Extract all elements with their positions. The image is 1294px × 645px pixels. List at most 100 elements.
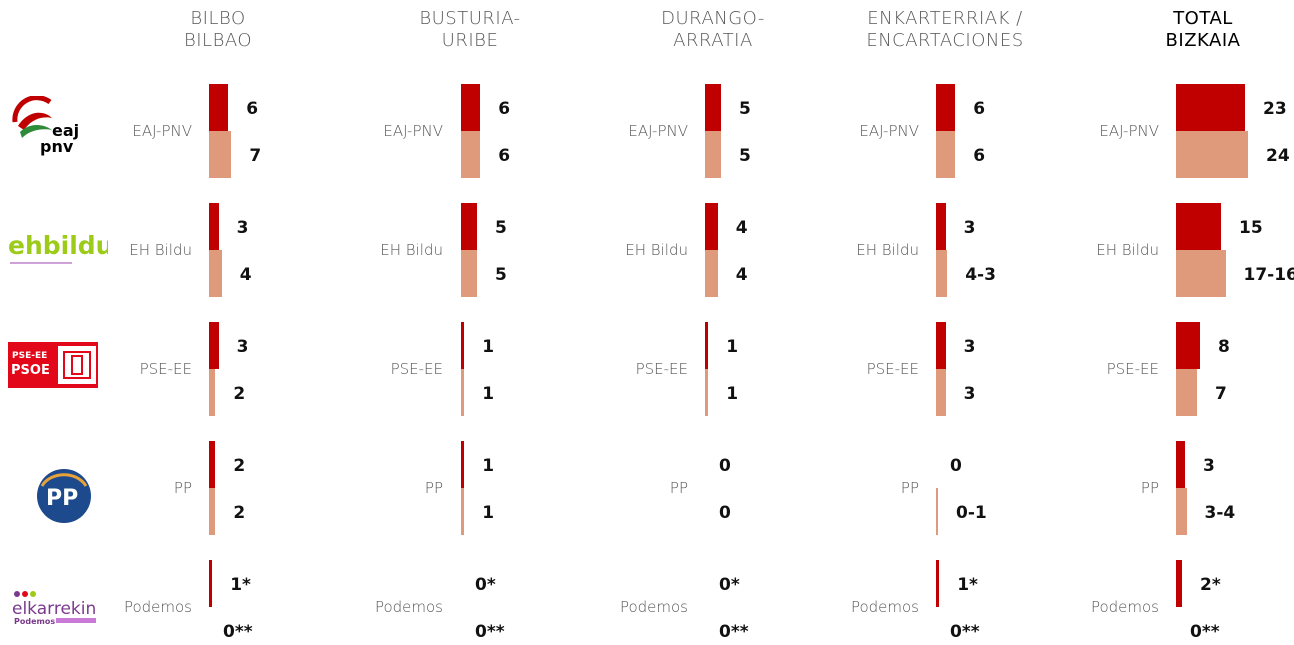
bar-forecast-top <box>705 84 721 131</box>
bar-forecast-bottom <box>1176 369 1197 416</box>
party-label: PP <box>900 479 919 497</box>
value-label-top: 23 <box>1263 99 1287 119</box>
bar-forecast-top <box>936 84 956 131</box>
bar-forecast-top <box>936 322 946 369</box>
pp-logo: PP <box>36 468 92 524</box>
bar-forecast-top <box>209 441 216 488</box>
value-label-bottom: 0** <box>475 622 505 642</box>
bar-forecast-bottom <box>209 131 232 178</box>
value-label-top: 2* <box>1200 575 1221 595</box>
party-label: PP <box>424 479 443 497</box>
value-label-top: 1 <box>726 337 739 357</box>
svg-text:PP: PP <box>46 486 78 511</box>
value-label-bottom: 0 <box>719 503 731 523</box>
bar-forecast-bottom <box>936 250 948 297</box>
svg-text:eaj: eaj <box>52 121 79 140</box>
value-label-top: 6 <box>973 99 986 119</box>
eaj-pnv-logo: eaj pnv <box>10 95 90 158</box>
value-label-top: 15 <box>1239 218 1263 238</box>
party-label: PSE-EE <box>635 360 688 378</box>
bar-forecast-top <box>1176 441 1185 488</box>
value-label-top: 3 <box>236 218 249 238</box>
value-label-bottom: 6 <box>973 146 986 166</box>
svg-text:PSE-EE: PSE-EE <box>12 351 47 361</box>
value-label-top: 1 <box>482 456 495 476</box>
bar-forecast-top <box>461 84 481 131</box>
bar-forecast-top <box>461 322 465 369</box>
value-label-bottom: 17-16 <box>1243 265 1294 285</box>
bar-forecast-top <box>1176 560 1182 607</box>
value-label-top: 0 <box>719 456 731 476</box>
bar-forecast-bottom <box>461 250 477 297</box>
bar-forecast-bottom <box>461 369 465 416</box>
value-label-bottom: 6 <box>498 146 511 166</box>
value-label-bottom: 7 <box>249 146 262 166</box>
value-label-top: 1* <box>230 575 251 595</box>
region-header: ENKARTERRIAK / ENCARTACIONES <box>845 8 1045 52</box>
bar-forecast-top <box>209 322 219 369</box>
value-label-top: 8 <box>1218 337 1230 357</box>
value-label-bottom: 3 <box>963 384 976 404</box>
value-label-bottom: 1 <box>482 384 495 404</box>
bar-forecast-top <box>705 322 709 369</box>
value-label-bottom: 3-4 <box>1204 503 1236 523</box>
value-label-top: 3 <box>963 337 976 357</box>
party-label: PSE-EE <box>1106 360 1159 378</box>
bar-forecast-top <box>461 203 477 250</box>
value-label-top: 5 <box>495 218 507 238</box>
svg-text:pnv: pnv <box>40 137 74 156</box>
bar-forecast-top <box>461 441 465 488</box>
party-label: EH Bildu <box>625 241 688 259</box>
bar-forecast-bottom <box>461 488 465 535</box>
bar-forecast-bottom <box>705 250 718 297</box>
party-label: Podemos <box>850 598 919 616</box>
region-header-line: BIZKAIA <box>1165 30 1241 51</box>
value-label-bottom: 4 <box>735 265 748 285</box>
value-label-top: 5 <box>739 99 751 119</box>
party-label: EAJ-PNV <box>859 122 919 140</box>
bar-forecast-bottom <box>1176 488 1187 535</box>
value-label-bottom: 4 <box>239 265 252 285</box>
bar-forecast-bottom <box>461 131 481 178</box>
value-label-bottom: 5 <box>739 146 751 166</box>
value-label-bottom: 2 <box>233 503 246 523</box>
bar-forecast-top <box>209 84 229 131</box>
bar-forecast-top <box>705 203 718 250</box>
party-label: EAJ-PNV <box>383 122 443 140</box>
bar-forecast-bottom <box>209 250 222 297</box>
party-label: EAJ-PNV <box>1099 122 1159 140</box>
value-label-bottom: 0** <box>719 622 749 642</box>
value-label-top: 0* <box>719 575 740 595</box>
bar-forecast-bottom <box>936 131 956 178</box>
region-header-line: URIBE <box>441 30 499 51</box>
ehbildu-logo: ehbildu <box>8 226 113 270</box>
party-label: EH Bildu <box>856 241 919 259</box>
value-label-top: 1* <box>957 575 978 595</box>
value-label-bottom: 4-3 <box>965 265 996 285</box>
region-header: TOTAL BIZKAIA <box>1103 8 1294 52</box>
party-label: PSE-EE <box>139 360 192 378</box>
bar-forecast-top <box>209 560 213 607</box>
party-label: EH Bildu <box>1096 241 1159 259</box>
value-label-top: 4 <box>735 218 748 238</box>
bar-forecast-bottom <box>936 369 946 416</box>
bar-forecast-bottom <box>1176 250 1226 297</box>
bar-forecast-bottom <box>209 488 216 535</box>
svg-text:Podemos: Podemos <box>14 617 55 626</box>
value-label-bottom: 2 <box>233 384 246 404</box>
party-label: EAJ-PNV <box>628 122 688 140</box>
value-label-top: 2 <box>233 456 246 476</box>
bar-forecast-top <box>209 203 219 250</box>
value-label-bottom: 0** <box>950 622 980 642</box>
bar-forecast-bottom <box>1176 131 1248 178</box>
region-header: BUSTURIA- URIBE <box>370 8 570 52</box>
bar-forecast-bottom <box>705 369 709 416</box>
region-header-line: BILBAO <box>183 30 253 51</box>
region-header-line: DURANGO- <box>661 8 765 29</box>
pse-psoe-logo: PSE-EE PSOE <box>8 342 98 388</box>
bar-forecast-top <box>936 203 946 250</box>
region-header-line: BUSTURIA- <box>419 8 521 29</box>
party-label: PP <box>669 479 688 497</box>
party-label: PSE-EE <box>866 360 919 378</box>
party-label: EH Bildu <box>380 241 443 259</box>
